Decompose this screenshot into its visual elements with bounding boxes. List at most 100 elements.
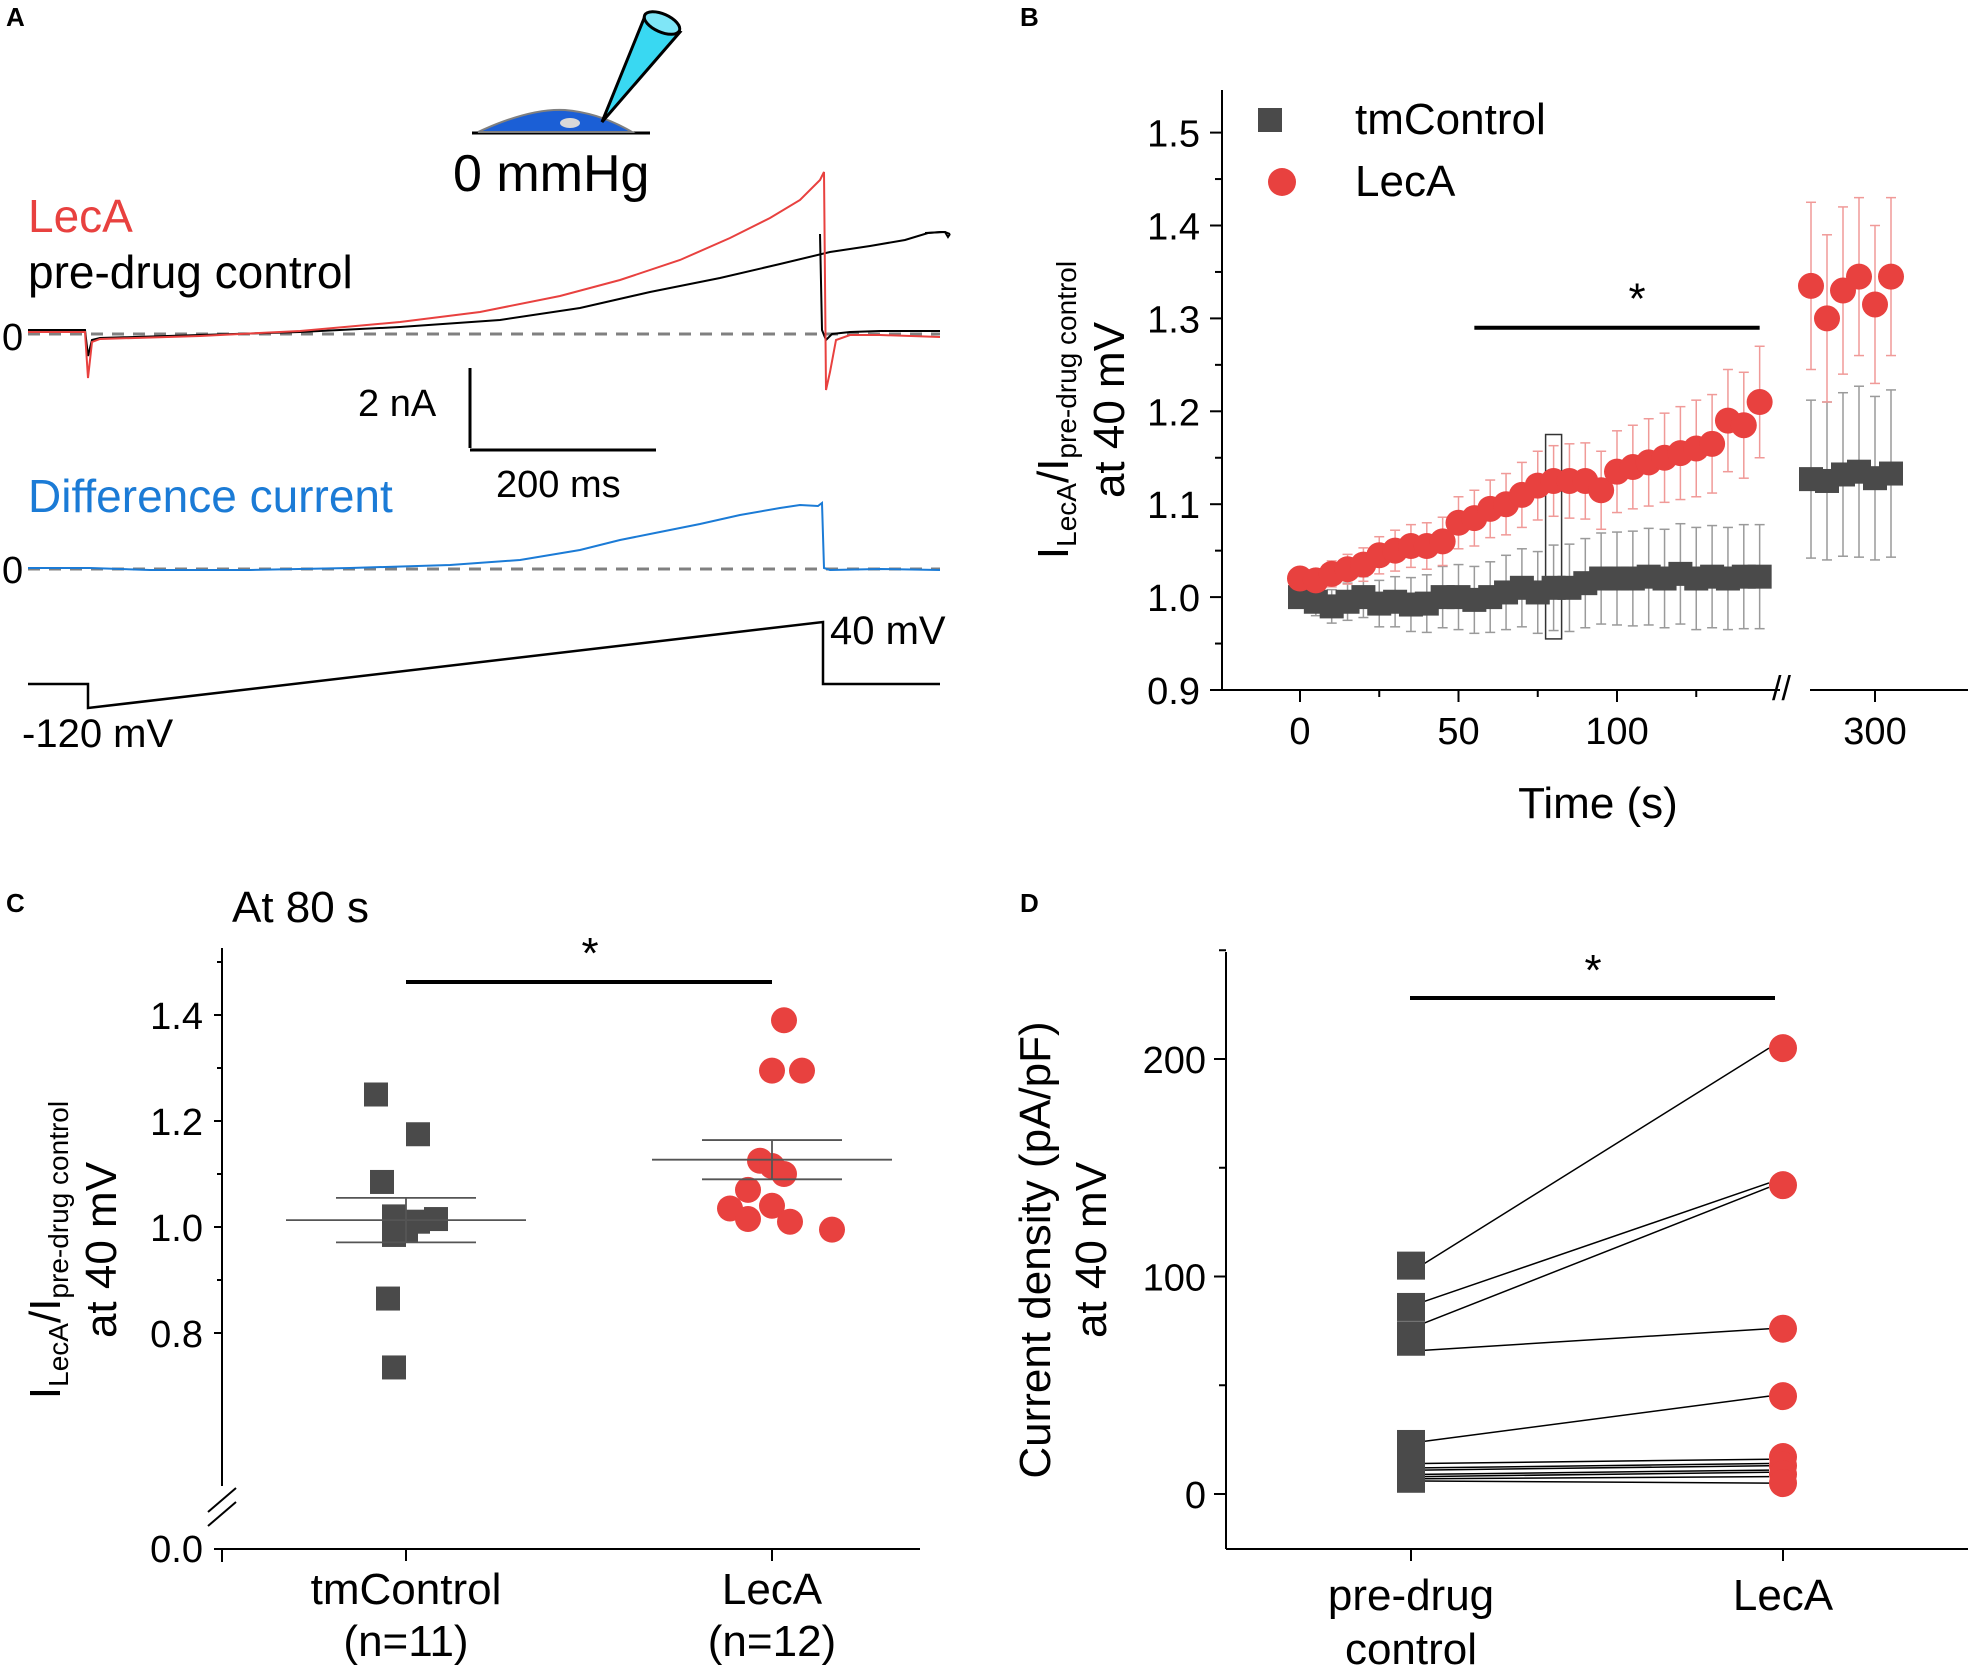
panel-c: C At 80 s 0.0 0.81.01.21.4 tmControl(n=1… [6,883,920,1666]
c-LecA-point-5 [771,1161,797,1187]
panel-c-y-label: ILecA/Ipre-drug control at 40 mV [21,1101,126,1399]
d-pair-line-6 [1420,1462,1770,1469]
c-LecA-point-6 [735,1176,761,1203]
d-pair-line-3 [1420,1327,1770,1352]
b-tmControl-point-b5 [1879,461,1903,486]
b-ytick-label-4: 1.3 [1147,299,1200,341]
panel-b-x-label: Time (s) [1518,779,1678,828]
legend-tmcontrol-marker [1258,108,1282,132]
panel-b: B // 0.9 1.0 1.1 1.2 1.3 1.4 1.5 0 50 100 300 Tim… [1020,2,1968,828]
b-ytick-label-0: 0.9 [1147,671,1200,713]
panel-b-x-ticks: 0 50 100 300 [1289,690,1907,753]
panel-d-y-label: Current density (pA/pF) at 40 mV [1011,1021,1116,1478]
d-pair-line-0 [1420,1047,1770,1267]
zero-label-bottom: 0 [2,550,23,592]
legend-leca-label: LecA [28,190,133,242]
b-LecA-point-b1 [1814,305,1840,332]
d-pre-point-0 [1397,1251,1425,1280]
panel-d-x-ticks: pre-drug control LecA [1328,1549,1834,1671]
d-pair-line-7 [1420,1464,1770,1471]
voltage-protocol-trace [28,620,940,710]
leca-current-trace [28,171,941,391]
d-post-point-3 [1769,1382,1797,1411]
b-LecA-point-a28 [1730,412,1757,439]
svg-text:ILecA/Ipre-drug control: ILecA/Ipre-drug control [21,1101,74,1399]
panel-b-y-label: ILecA/Ipre-drug control at 40 mV [1029,261,1134,559]
b-LecA-point-b5 [1878,263,1904,290]
b-ytick-label-5: 1.4 [1147,207,1200,249]
b-LecA-point-b4 [1862,291,1888,318]
d-post-point-0 [1769,1034,1797,1063]
panel-d: D 0 100 200 pre-drug control LecA Current de… [1011,888,1968,1671]
d-ytick-label-0: 0 [1185,1475,1206,1517]
panel-c-y-ticks: 0.8 1.0 1.2 1.4 [150,961,222,1356]
pipette-icon [472,10,683,135]
c-LecA-point-9 [735,1206,761,1233]
panel-c-data [286,1007,892,1380]
voltage-hold-label: -120 mV [22,712,173,756]
c-tmControl-point-0 [364,1082,388,1107]
panel-c-title: At 80 s [232,883,369,932]
d-pair-line-11 [1420,1480,1770,1484]
c-tmControl-point-8 [382,1222,406,1247]
panel-c-break-mark-1 [207,1487,237,1513]
c-LecA-point-11 [819,1216,845,1243]
panel-a-letter: A [6,2,25,32]
b-LecA-point-a19 [1588,477,1615,504]
c-ytick-label-2: 1.2 [150,1102,203,1144]
c-LecA-point-1 [759,1057,785,1084]
d-pre-point-9 [1397,1464,1425,1493]
b-highlight-box [1544,433,1563,640]
d-pair-line-8 [1420,1469,1770,1476]
scale-y-label: 2 nA [358,383,437,425]
d-post-point-7 [1769,1469,1797,1498]
c-xtick-label-1: LecA [722,1565,823,1614]
b-significance-star: * [1628,275,1645,324]
panel-b-axis-break: // [1772,670,1791,708]
scale-x-label: 200 ms [496,464,621,506]
panel-b-significance: * [1474,275,1760,330]
c-LecA-point-0 [771,1007,797,1034]
voltage-end-label: 40 mV [830,609,946,653]
d-pre-point-3 [1397,1327,1425,1356]
c-ytick-label-0: 0.8 [150,1314,203,1356]
d-pair-line-2 [1420,1186,1770,1326]
d-ytick-label-1: 100 [1143,1258,1206,1300]
d-pair-line-4 [1420,1395,1770,1443]
panel-c-x-ticks: tmControl(n=11) LecA(n=12) [311,1549,836,1666]
c-xtick-sublabel-1: (n=12) [708,1617,836,1666]
d-pair-line-5 [1420,1458,1770,1465]
b-tmControl-point-a29 [1747,564,1772,589]
d-post-point-2 [1769,1314,1797,1343]
d-pair-line-10 [1420,1475,1770,1480]
panel-b-data [1287,196,1904,640]
panel-c-significance-star: * [581,929,598,978]
difference-current-trace [28,501,941,572]
b-ytick-label-3: 1.2 [1147,392,1200,434]
svg-text:at 40 mV: at 40 mV [1085,321,1134,498]
b-xtick-label-3: 300 [1843,711,1906,753]
c-ytick-label-1: 1.0 [150,1208,203,1250]
panel-c-break-mark-2 [207,1501,237,1527]
d-post-point-1 [1769,1171,1797,1200]
d-ytick-label-2: 200 [1143,1040,1206,1082]
b-LecA-point-a26 [1699,430,1726,457]
c-tmControl-point-9 [376,1286,400,1311]
panel-d-y-ticks: 0 100 200 [1143,949,1226,1517]
svg-text:at 40 mV: at 40 mV [77,1161,126,1338]
panel-d-significance-star: * [1584,946,1601,995]
panel-b-y-ticks: 0.9 1.0 1.1 1.2 1.3 1.4 1.5 [1147,114,1222,713]
b-LecA-point-a9 [1429,528,1456,555]
svg-text:at 40 mV: at 40 mV [1067,1161,1116,1338]
c-tmControl-point-1 [406,1122,430,1147]
c-xtick-label-0: tmControl [311,1565,502,1614]
panel-a: A 0 mmHg LecA pre-drug control 0 2 nA 20… [2,2,951,756]
svg-text:Current density (pA/pF): Current density (pA/pF) [1011,1021,1060,1478]
d-pair-line-1 [1420,1182,1770,1304]
b-ytick-label-2: 1.1 [1147,485,1200,527]
c-LecA-point-10 [777,1208,803,1235]
c-LecA-point-8 [759,1192,785,1219]
c-xtick-sublabel-0: (n=11) [343,1617,468,1666]
control-current-trace-tail [819,233,940,342]
